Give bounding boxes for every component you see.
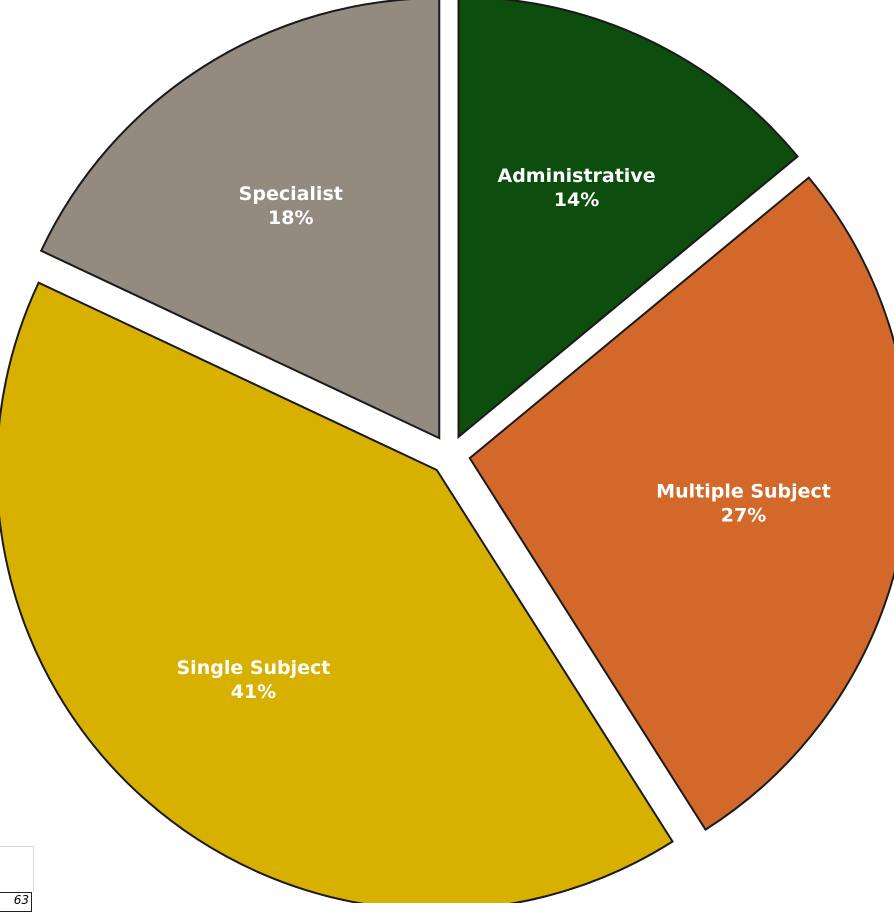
pie-slice-single-subject [0,281,674,903]
slice-label-specialist: Specialist 18% [239,183,343,229]
page-number: 63 [0,892,32,912]
slice-label-multiple-subject: Multiple Subject 27% [656,480,831,526]
slice-percent-label: 14% [554,189,599,211]
slice-percent-label: 41% [231,681,276,703]
slice-category-label: Administrative [497,165,655,187]
pie-slice-multiple-subject [468,176,894,832]
pie-slice-specialist [39,0,441,440]
slice-label-administrative: Administrative 14% [497,165,655,211]
slice-percent-label: 27% [721,504,766,526]
slice-category-label: Specialist [239,183,343,205]
slice-category-label: Multiple Subject [656,480,831,502]
pie-slice-administrative [457,0,799,440]
slice-label-single-subject: Single Subject 41% [177,657,331,703]
slice-category-label: Single Subject [177,657,331,679]
page-frame [0,846,34,892]
slice-percent-label: 18% [268,207,313,229]
